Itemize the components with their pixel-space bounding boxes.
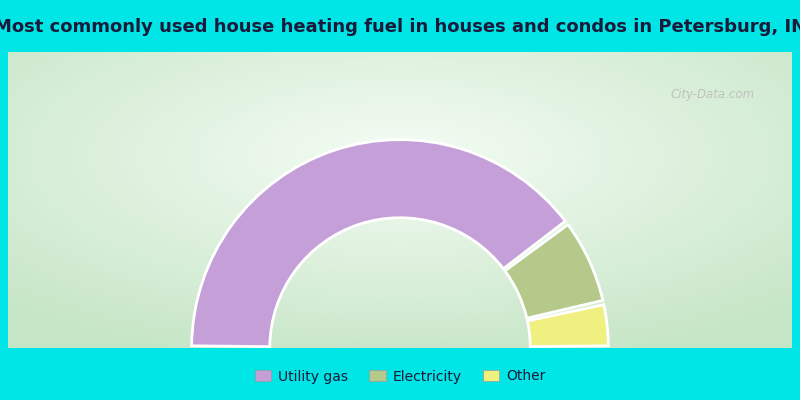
Wedge shape (527, 305, 608, 347)
Text: City-Data.com: City-Data.com (670, 88, 754, 100)
Wedge shape (505, 225, 603, 318)
Text: Most commonly used house heating fuel in houses and condos in Petersburg, IN: Most commonly used house heating fuel in… (0, 18, 800, 36)
Wedge shape (192, 140, 566, 347)
Legend: Utility gas, Electricity, Other: Utility gas, Electricity, Other (249, 364, 551, 389)
